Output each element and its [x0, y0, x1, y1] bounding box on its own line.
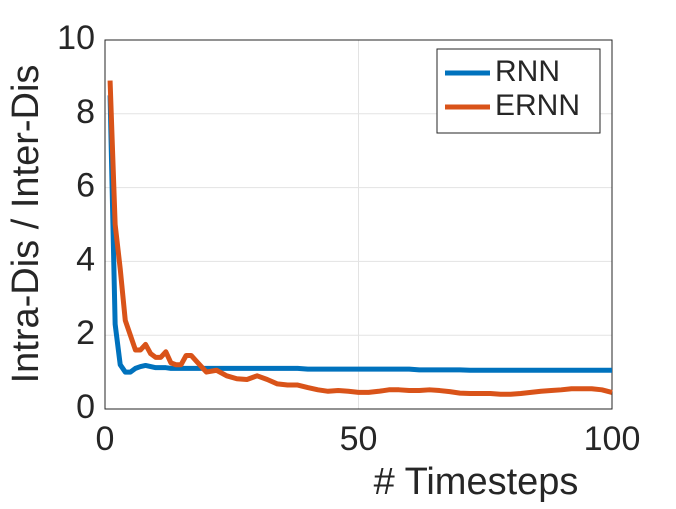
x-axis-label: # Timesteps — [374, 461, 579, 503]
y-tick-label: 4 — [76, 240, 95, 278]
y-tick-label: 10 — [57, 19, 95, 57]
y-axis-label: Intra-Dis / Inter-Dis — [5, 65, 47, 384]
plot-frame — [104, 39, 613, 410]
legend-box — [436, 48, 601, 134]
x-tick-label: 0 — [96, 420, 115, 458]
y-tick-label: 2 — [76, 314, 95, 352]
legend-label: ERNN — [495, 89, 580, 122]
x-tick-label: 100 — [584, 420, 641, 458]
line — [107, 95, 612, 375]
y-tick-label: 0 — [76, 388, 95, 426]
x-tick-label: 50 — [340, 420, 378, 458]
y-tick-label: 8 — [76, 93, 95, 131]
legend-label: RNN — [495, 55, 560, 88]
line — [107, 80, 613, 397]
y-tick-label: 6 — [76, 167, 95, 205]
